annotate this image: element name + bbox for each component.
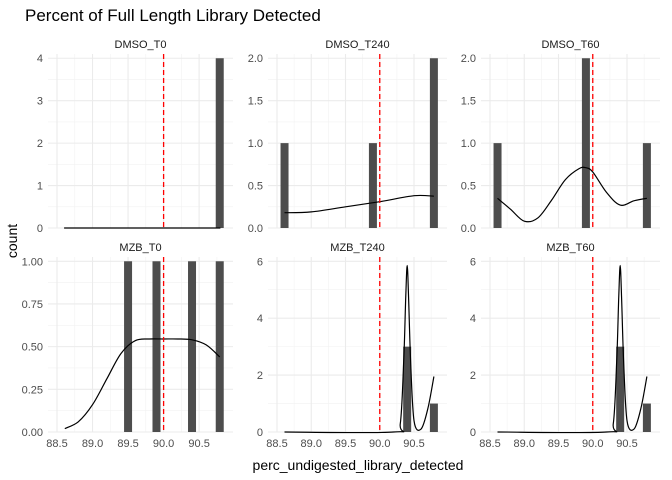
y-tick-label: 1: [37, 181, 43, 193]
histogram-bar: [152, 261, 161, 432]
y-tick-label: 1.5: [461, 96, 476, 108]
y-tick-label: 1.5: [248, 96, 263, 108]
y-tick-label: 1.0: [461, 138, 476, 150]
y-tick-label: 0.25: [22, 384, 43, 396]
density-curve: [497, 166, 648, 223]
y-tick-label: 2: [470, 370, 476, 382]
facet-strip-label: MZB_T240: [330, 242, 384, 254]
x-tick-label: 89.5: [548, 438, 569, 450]
y-tick-label: 0.50: [22, 342, 43, 354]
y-tick-label: 4: [37, 53, 43, 65]
histogram-bar: [581, 58, 590, 229]
y-tick-label: 0.00: [22, 427, 43, 439]
y-tick-label: 1.00: [22, 256, 43, 268]
y-tick-label: 0.0: [248, 223, 263, 235]
x-tick-label: 89.0: [82, 438, 103, 450]
density-curve: [284, 264, 435, 434]
x-tick-label: 90.0: [369, 438, 390, 450]
y-tick-label: 6: [470, 256, 476, 268]
y-tick-label: 2: [37, 138, 43, 150]
y-tick-label: 2: [257, 370, 263, 382]
panel-grid: [481, 257, 660, 433]
histogram-bar: [642, 403, 651, 432]
y-tick-label: 4: [257, 313, 263, 325]
x-tick-label: 88.5: [266, 438, 287, 450]
facet-panel-dmso-t240: DMSO_T240 0.0 0.5 1.0 1.5 2.0: [248, 39, 447, 235]
y-tick-label: 2.0: [248, 53, 263, 65]
y-tick-label: 0: [470, 427, 476, 439]
facet-panel-dmso-t60: DMSO_T60 0.0 0.5 1.0 1.5 2.0: [461, 39, 660, 235]
facet-strip-label: MZB_T0: [119, 242, 161, 254]
y-tick-label: 6: [257, 256, 263, 268]
facet-strip-label: DMSO_T0: [115, 39, 167, 51]
x-tick-label: 88.5: [479, 438, 500, 450]
y-tick-label: 0.75: [22, 299, 43, 311]
histogram-bar: [215, 261, 224, 432]
panel-grid: [481, 54, 660, 229]
facet-panel-mzb-t60: MZB_T60 0 2 4 6 88.5 89.0 89.5 90.0 90.5: [470, 242, 660, 450]
y-tick-label: 0: [257, 427, 263, 439]
y-tick-label: 0.0: [461, 223, 476, 235]
facet-panel-dmso-t0: DMSO_T0 0 1 2 3 4: [37, 39, 233, 235]
x-tick-label: 90.5: [403, 438, 424, 450]
x-axis-label: perc_undigested_library_detected: [253, 457, 464, 473]
facet-strip-label: MZB_T60: [546, 242, 594, 254]
density-curve: [64, 338, 221, 430]
x-tick-label: 88.5: [46, 438, 67, 450]
x-tick-label: 90.0: [582, 438, 603, 450]
x-tick-label: 89.0: [301, 438, 322, 450]
histogram-bar: [403, 346, 412, 432]
histogram-bar: [429, 58, 438, 229]
y-tick-label: 2.0: [461, 53, 476, 65]
facet-strip-label: DMSO_T240: [325, 39, 389, 51]
histogram-bar: [188, 261, 197, 432]
y-tick-label: 3: [37, 96, 43, 108]
histogram-bar: [429, 403, 438, 432]
y-tick-label: 0.5: [248, 181, 263, 193]
y-tick-label: 4: [470, 313, 476, 325]
facet-strip-label: DMSO_T60: [541, 39, 599, 51]
y-tick-label: 1.0: [248, 138, 263, 150]
histogram-bar: [642, 143, 651, 228]
x-tick-label: 90.5: [616, 438, 637, 450]
panel-grid: [268, 54, 447, 229]
density-curve: [284, 194, 434, 214]
histogram-bar: [124, 261, 133, 432]
x-tick-label: 90.0: [153, 438, 174, 450]
y-tick-label: 0.5: [461, 181, 476, 193]
facet-panel-mzb-t0: MZB_T0 0.00 0.25 0.50 0.75 1.00 88.5 89.0 89.5 90…: [22, 242, 233, 450]
facet-panel-mzb-t240: MZB_T240 0 2 4 6 88.5 89.0 89.5 90.0 90.5: [257, 242, 447, 450]
histogram-bar: [368, 143, 377, 228]
y-axis-label: count: [4, 224, 20, 258]
chart-title: Percent of Full Length Library Detected: [25, 6, 321, 25]
y-tick-label: 0: [37, 223, 43, 235]
x-tick-label: 89.0: [514, 438, 535, 450]
panel-grid: [48, 54, 233, 229]
facet-panels: DMSO_T001234DMSO_T2400.00.51.01.52.0DMSO…: [22, 39, 660, 450]
x-tick-label: 89.5: [117, 438, 138, 450]
panel-grid: [268, 257, 447, 433]
x-tick-label: 90.5: [188, 438, 209, 450]
x-tick-label: 89.5: [335, 438, 356, 450]
histogram-bar: [280, 143, 289, 228]
histogram-bar: [215, 58, 224, 229]
density-curve: [497, 264, 648, 434]
histogram-bar: [493, 143, 502, 228]
histogram-bar: [616, 346, 625, 432]
